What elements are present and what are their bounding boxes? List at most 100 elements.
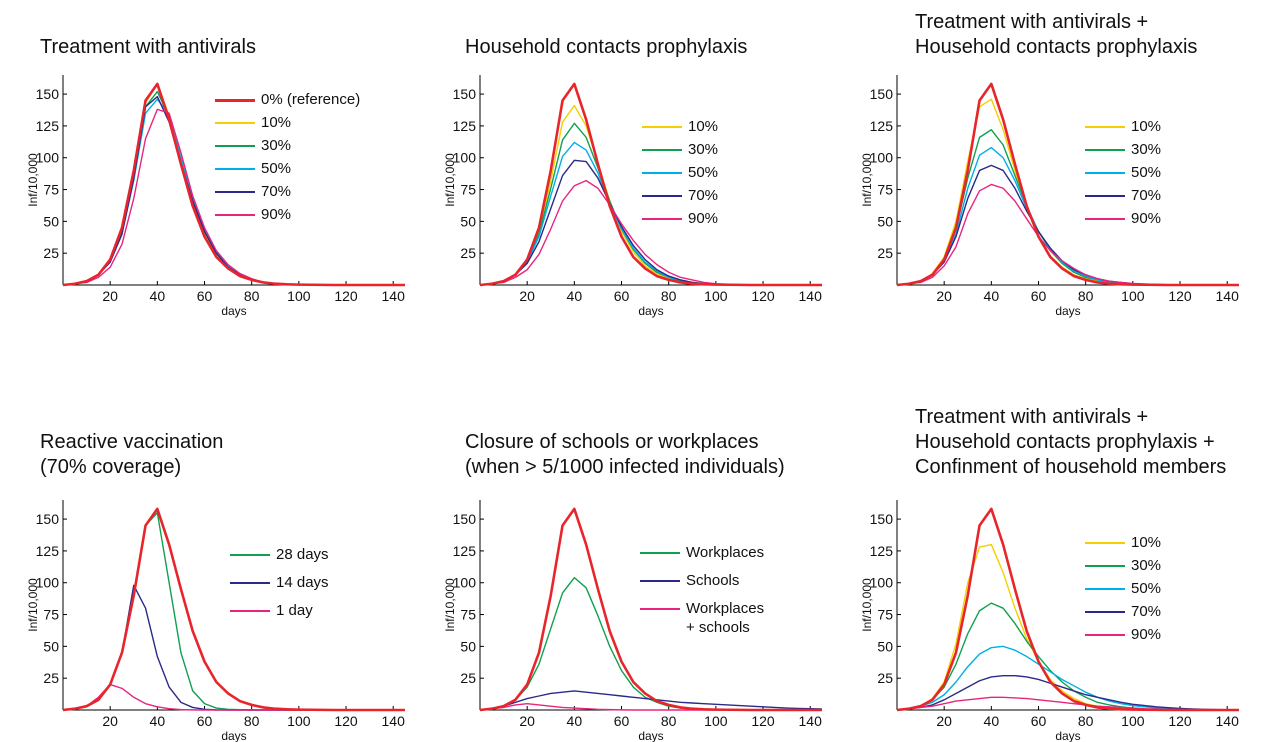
legend-label: 10% <box>1131 534 1162 551</box>
series-line <box>896 696 1239 711</box>
x-tick-label: 40 <box>150 713 166 729</box>
x-tick-label: 60 <box>1031 288 1047 304</box>
series-line <box>896 674 1240 711</box>
x-tick-label: 20 <box>936 713 952 729</box>
legend-entry: 10% <box>215 113 360 136</box>
x-tick-label: 140 <box>382 288 406 304</box>
x-tick-label: 100 <box>287 713 311 729</box>
x-tick-label: 120 <box>751 288 775 304</box>
y-tick-label: 125 <box>453 543 477 559</box>
chart-title: Household contacts prophylaxis <box>465 36 748 58</box>
y-tick-label: 125 <box>36 543 60 559</box>
legend-swatch <box>1085 542 1125 544</box>
x-axis-label: days <box>221 729 246 742</box>
y-tick-label: 100 <box>870 575 894 591</box>
x-tick-label: 60 <box>197 713 213 729</box>
legend-swatch <box>215 214 255 216</box>
legend: 10% 30% 50% 70% 90% <box>1085 533 1161 648</box>
legend-entry: 0% (reference) <box>215 90 360 113</box>
chart-title: Closure of schools or workplaces (when >… <box>465 431 785 478</box>
legend-entry: 90% <box>1085 209 1161 232</box>
x-tick-label: 100 <box>1121 288 1145 304</box>
legend-entry: Schools <box>640 571 764 599</box>
legend-label: 50% <box>1131 164 1162 181</box>
legend-swatch <box>1085 634 1125 636</box>
x-axis-label: days <box>638 304 663 318</box>
legend-entry: 90% <box>1085 625 1161 648</box>
x-tick-label: 20 <box>936 288 952 304</box>
legend-label: 50% <box>1131 580 1162 597</box>
y-tick-label: 75 <box>460 182 476 198</box>
legend-swatch <box>1085 195 1125 197</box>
x-tick-label: 20 <box>102 713 118 729</box>
legend-entry: 30% <box>1085 556 1161 579</box>
legend-swatch <box>230 582 270 584</box>
legend-label: 70% <box>688 187 719 204</box>
x-tick-label: 60 <box>614 713 630 729</box>
x-tick-label: 60 <box>1031 713 1047 729</box>
x-tick-label: 120 <box>334 288 358 304</box>
y-tick-label: 125 <box>36 118 60 134</box>
legend-entry: 10% <box>1085 533 1161 556</box>
x-tick-label: 60 <box>197 288 213 304</box>
y-tick-label: 100 <box>870 150 894 166</box>
legend-label: 30% <box>1131 557 1162 574</box>
x-axis-label: days <box>638 729 663 742</box>
legend-entry: 50% <box>1085 163 1161 186</box>
x-tick-label: 20 <box>519 288 535 304</box>
x-tick-label: 100 <box>704 713 728 729</box>
y-axis-label: Inf/10,000 <box>443 578 457 632</box>
legend-swatch <box>1085 218 1125 220</box>
y-axis-label: Inf/10,000 <box>26 153 40 207</box>
legend-entry: 70% <box>642 186 718 209</box>
y-axis-label: Inf/10,000 <box>860 578 874 632</box>
y-tick-label: 100 <box>36 575 60 591</box>
series-line <box>896 82 1239 287</box>
legend-label: 28 days <box>276 546 329 563</box>
x-axis-label: days <box>221 304 246 318</box>
x-tick-label: 140 <box>799 713 823 729</box>
legend-entry: 28 days <box>230 545 329 573</box>
legend-entry: 70% <box>1085 602 1161 625</box>
y-tick-label: 25 <box>43 245 59 261</box>
legend-entry: 90% <box>642 209 718 232</box>
y-axis-label: Inf/10,000 <box>443 153 457 207</box>
legend-swatch <box>642 195 682 197</box>
x-tick-label: 40 <box>567 288 583 304</box>
legend-swatch <box>230 554 270 556</box>
x-tick-label: 120 <box>751 713 775 729</box>
legend-label: 10% <box>261 114 292 131</box>
series-line <box>479 507 822 712</box>
x-tick-label: 40 <box>150 288 166 304</box>
chart-title: Treatment with antivirals + Household co… <box>915 406 1227 478</box>
x-tick-label: 40 <box>984 713 1000 729</box>
legend-label: 90% <box>688 210 719 227</box>
x-tick-label: 100 <box>287 288 311 304</box>
series-line <box>896 98 1239 286</box>
series-line <box>62 507 405 712</box>
y-tick-label: 100 <box>453 150 477 166</box>
y-tick-label: 75 <box>460 607 476 623</box>
legend-label: 70% <box>261 183 292 200</box>
x-tick-label: 80 <box>1078 288 1094 304</box>
y-tick-label: 150 <box>36 86 60 102</box>
legend-swatch <box>642 172 682 174</box>
y-tick-label: 100 <box>453 575 477 591</box>
series-line <box>479 82 822 287</box>
series-line <box>896 183 1239 286</box>
x-tick-label: 20 <box>102 288 118 304</box>
legend-entry: 14 days <box>230 573 329 601</box>
y-axis-label: Inf/10,000 <box>26 578 40 632</box>
series-line <box>62 82 405 287</box>
y-tick-label: 75 <box>43 182 59 198</box>
x-tick-label: 120 <box>1168 288 1192 304</box>
x-axis-label: days <box>1055 304 1080 318</box>
legend-entry: 30% <box>215 136 360 159</box>
legend-swatch <box>215 168 255 170</box>
legend-entry: 70% <box>215 182 360 205</box>
legend-swatch <box>642 149 682 151</box>
legend-label: 90% <box>1131 210 1162 227</box>
legend-entry: 50% <box>642 163 718 186</box>
